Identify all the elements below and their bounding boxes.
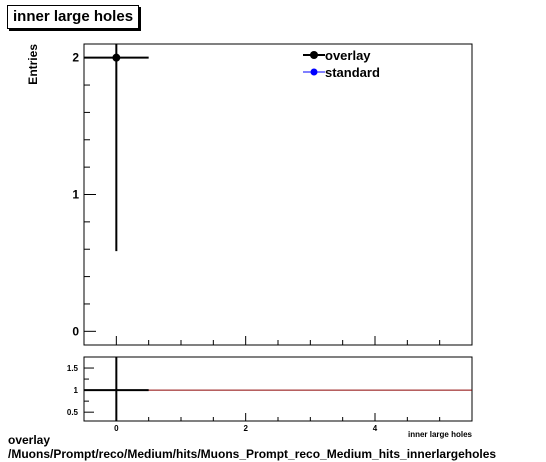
- ratio-plot-frame: [83, 356, 473, 422]
- x-axis-label: inner large holes: [408, 430, 473, 439]
- legend-overlay-marker: [310, 51, 318, 59]
- caption-line-2: /Muons/Prompt/reco/Medium/hits/Muons_Pro…: [8, 447, 497, 461]
- main-plot-frame: [83, 43, 473, 346]
- ratio-y-tick-label: 1.5: [67, 364, 79, 373]
- legend-standard-label: standard: [325, 65, 380, 80]
- legend-standard-marker: [310, 68, 318, 76]
- y-tick-label: 2: [72, 51, 79, 65]
- legend-overlay-label: overlay: [325, 48, 371, 63]
- x-tick-label: 2: [243, 424, 248, 433]
- y-axis-label: Entries: [26, 44, 40, 85]
- x-tick-label: 4: [373, 424, 378, 433]
- y-tick-label: 1: [72, 188, 79, 202]
- chart-title: inner large holes: [7, 5, 140, 29]
- ratio-y-tick-label: 1: [74, 386, 79, 395]
- overlay-data-point: [112, 53, 121, 62]
- caption-line-1: overlay: [8, 433, 51, 447]
- ratio-y-tick-label: 0.5: [67, 408, 79, 417]
- x-tick-label: 0: [114, 424, 119, 433]
- y-tick-label: 0: [72, 324, 79, 338]
